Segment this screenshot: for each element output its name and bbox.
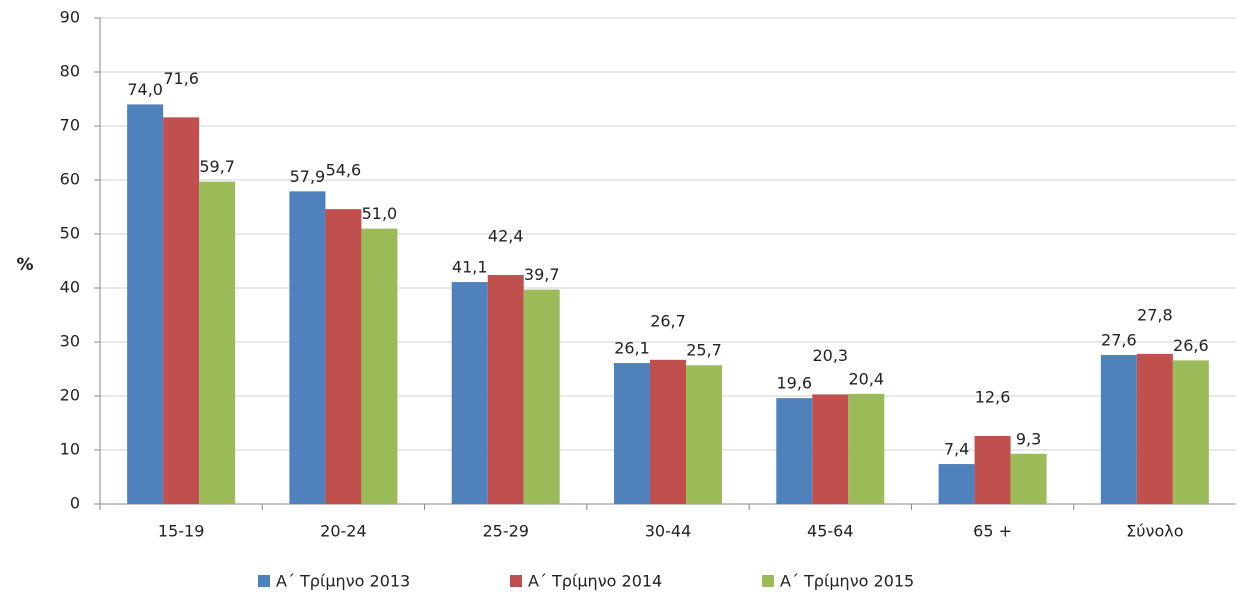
bar xyxy=(523,289,560,504)
y-tick-label: 50 xyxy=(60,224,80,243)
bar xyxy=(163,117,200,505)
data-label: 7,4 xyxy=(944,440,969,459)
data-label: 74,0 xyxy=(127,80,163,99)
y-tick-label: 20 xyxy=(60,386,80,405)
x-tick-label: 45-64 xyxy=(807,522,854,541)
data-label: 42,4 xyxy=(488,227,524,246)
data-label: 27,6 xyxy=(1101,330,1137,349)
data-label: 12,6 xyxy=(975,387,1011,406)
bar xyxy=(812,394,849,504)
bar xyxy=(361,228,398,504)
data-label: 25,7 xyxy=(686,341,722,360)
bar xyxy=(1100,354,1137,504)
data-label: 71,6 xyxy=(163,69,199,88)
x-tick-label: 30-44 xyxy=(645,522,692,541)
bar xyxy=(325,209,362,504)
y-tick-label: 30 xyxy=(60,332,80,351)
bar xyxy=(1136,353,1173,504)
data-label: 20,4 xyxy=(848,369,884,388)
bar xyxy=(776,398,813,504)
bar xyxy=(848,393,885,504)
bar xyxy=(938,464,975,504)
data-label: 27,8 xyxy=(1137,305,1173,324)
data-label: 54,6 xyxy=(326,161,362,180)
y-tick-label: 10 xyxy=(60,440,80,459)
y-tick-label: 0 xyxy=(70,494,80,513)
data-label: 9,3 xyxy=(1016,429,1041,448)
bar xyxy=(127,104,164,505)
data-label: 20,3 xyxy=(812,346,848,365)
legend-swatch xyxy=(510,575,522,587)
legend-label: Α΄ Τρίμηνο 2015 xyxy=(780,572,914,591)
data-label: 57,9 xyxy=(290,167,326,186)
x-tick-label: Σύνολο xyxy=(1126,522,1183,541)
bar xyxy=(451,282,488,504)
legend-swatch xyxy=(258,575,270,587)
bar xyxy=(974,435,1011,504)
data-label: 51,0 xyxy=(362,204,398,223)
bar xyxy=(289,191,326,504)
bar xyxy=(686,365,722,504)
data-label: 26,6 xyxy=(1173,336,1209,355)
y-tick-label: 80 xyxy=(60,62,80,81)
data-label: 19,6 xyxy=(776,374,812,393)
data-label: 26,7 xyxy=(650,311,686,330)
legend-label: Α΄ Τρίμηνο 2013 xyxy=(276,572,410,591)
y-tick-label: 90 xyxy=(60,8,80,27)
y-tick-label: 40 xyxy=(60,278,80,297)
x-tick-label: 65 + xyxy=(973,522,1012,541)
x-tick-label: 20-24 xyxy=(320,522,367,541)
bar xyxy=(1172,360,1209,504)
legend-label: Α΄ Τρίμηνο 2014 xyxy=(528,572,662,591)
bar xyxy=(614,363,650,504)
bar xyxy=(1010,453,1047,504)
bar xyxy=(650,359,686,504)
legend-swatch xyxy=(762,575,774,587)
data-label: 26,1 xyxy=(614,339,650,358)
y-axis-label: % xyxy=(16,255,33,275)
data-label: 41,1 xyxy=(452,258,488,277)
x-tick-label: 25-29 xyxy=(482,522,529,541)
y-tick-label: 70 xyxy=(60,116,80,135)
data-label: 59,7 xyxy=(199,157,235,176)
bar xyxy=(199,181,236,504)
data-label: 39,7 xyxy=(524,265,560,284)
x-tick-label: 15-19 xyxy=(158,522,205,541)
bar xyxy=(487,275,524,504)
y-tick-label: 60 xyxy=(60,170,80,189)
